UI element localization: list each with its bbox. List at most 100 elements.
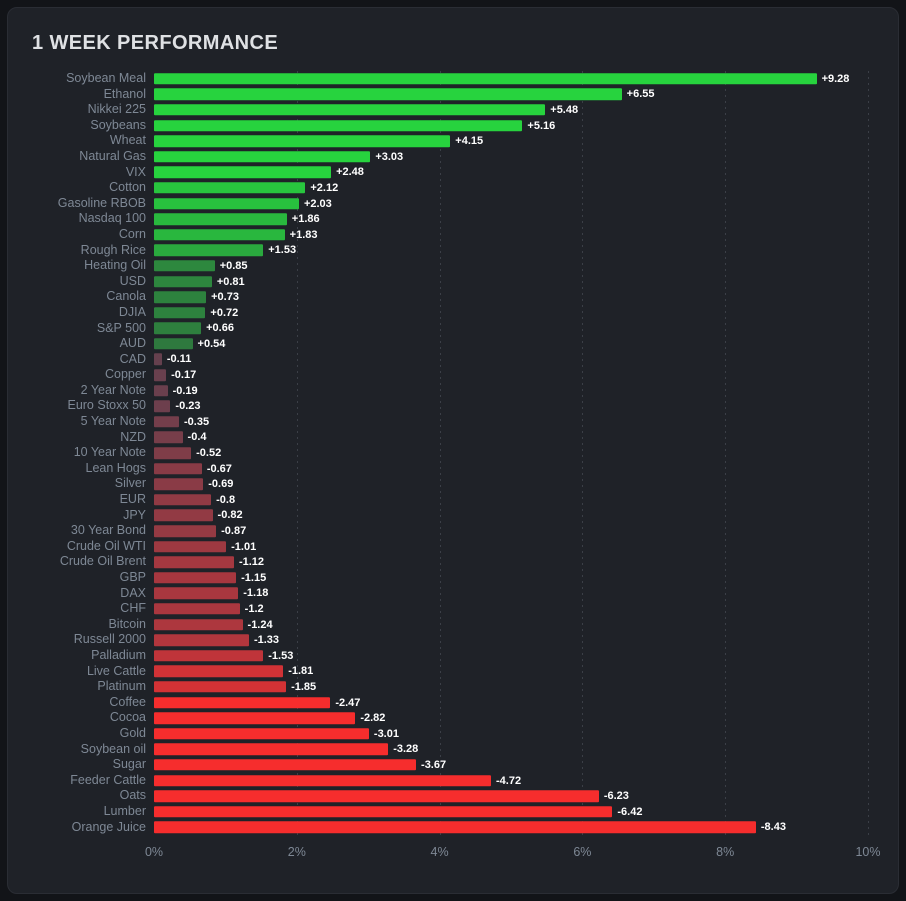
category-label: Crude Oil WTI — [66, 538, 146, 553]
performance-panel: 1 WEEK PERFORMANCE Soybean Meal +9.28 Etha… — [7, 7, 899, 894]
chart-row: Platinum -1.85 — [22, 679, 868, 695]
performance-bar[interactable] — [154, 603, 240, 615]
category-label: 30 Year Bond — [70, 523, 146, 538]
chart-row: Soybean oil -3.28 — [22, 742, 868, 758]
chart-row: Soybeans +5.16 — [22, 118, 868, 134]
category-label: Euro Stoxx 50 — [67, 398, 146, 413]
bar-value-label: +2.48 — [336, 166, 364, 179]
bar-value-label: -8.43 — [760, 821, 786, 834]
category-label: Cocoa — [109, 710, 146, 725]
category-label: VIX — [125, 164, 146, 179]
performance-bar[interactable] — [154, 759, 417, 771]
performance-bar[interactable] — [154, 322, 202, 335]
performance-bar[interactable] — [154, 416, 179, 428]
performance-bar[interactable] — [154, 244, 264, 257]
chart-row: 10 Year Note -0.52 — [22, 445, 868, 461]
chart-row: GBP -1.15 — [22, 570, 868, 586]
performance-bar[interactable] — [154, 135, 451, 147]
category-label: JPY — [123, 507, 146, 522]
performance-bar[interactable] — [154, 572, 237, 584]
performance-bar[interactable] — [154, 228, 285, 241]
performance-bar[interactable] — [154, 197, 299, 210]
performance-bar[interactable] — [154, 634, 249, 646]
performance-bar[interactable] — [154, 431, 183, 444]
performance-bar[interactable] — [154, 774, 491, 787]
bar-value-label: -1.18 — [243, 587, 269, 600]
performance-bar[interactable] — [154, 587, 239, 600]
row-plot: -1.12 — [154, 554, 868, 570]
performance-bar[interactable] — [154, 447, 192, 459]
gridline — [439, 71, 441, 836]
performance-bar[interactable] — [154, 182, 306, 194]
bar-value-label: -1.53 — [268, 649, 294, 662]
x-tick-label: 2% — [287, 845, 306, 860]
category-label: Oats — [119, 788, 146, 803]
bar-value-label: -0.17 — [171, 369, 197, 382]
performance-bar[interactable] — [154, 540, 227, 553]
category-label: 2 Year Note — [80, 382, 146, 397]
performance-bar[interactable] — [154, 727, 369, 740]
chart-row: Feeder Cattle -4.72 — [22, 773, 868, 789]
bar-value-label: -4.72 — [496, 774, 522, 787]
bar-value-label: -3.28 — [393, 743, 419, 756]
row-plot: -1.2 — [154, 601, 868, 617]
performance-bar[interactable] — [154, 462, 202, 475]
chart-row: Cocoa -2.82 — [22, 710, 868, 726]
row-plot: -0.52 — [154, 445, 868, 461]
chart-row: Corn +1.83 — [22, 227, 868, 243]
performance-bar[interactable] — [154, 790, 599, 802]
bar-value-label: +5.48 — [550, 103, 579, 116]
bar-value-label: +3.03 — [375, 150, 404, 163]
performance-bar[interactable] — [154, 805, 613, 818]
chart-row: CHF -1.2 — [22, 601, 868, 617]
performance-bar[interactable] — [154, 306, 206, 319]
category-label: DAX — [120, 585, 146, 600]
performance-bar[interactable] — [154, 73, 817, 85]
performance-bar[interactable] — [154, 509, 213, 522]
performance-bar[interactable] — [154, 104, 546, 116]
category-label: Orange Juice — [71, 819, 146, 834]
performance-bar[interactable] — [154, 478, 204, 490]
performance-bar[interactable] — [154, 696, 331, 709]
row-plot: +1.86 — [154, 211, 868, 227]
performance-bar[interactable] — [154, 556, 234, 568]
performance-bar[interactable] — [154, 665, 284, 678]
row-plot: -0.67 — [154, 461, 868, 477]
performance-bar[interactable] — [154, 88, 622, 101]
bar-value-label: +0.54 — [197, 337, 226, 350]
performance-bar[interactable] — [154, 369, 167, 381]
performance-bar[interactable] — [154, 353, 162, 366]
performance-bar[interactable] — [154, 681, 287, 693]
performance-bar[interactable] — [154, 743, 389, 756]
bar-value-label: -3.67 — [421, 758, 447, 771]
performance-bar[interactable] — [154, 338, 193, 350]
performance-bar[interactable] — [154, 166, 332, 179]
performance-bar[interactable] — [154, 213, 287, 225]
performance-bar[interactable] — [154, 260, 215, 272]
chart-row: Wheat +4.15 — [22, 133, 868, 149]
bar-value-label: -1.33 — [253, 634, 280, 647]
performance-bar[interactable] — [154, 821, 756, 834]
performance-bar[interactable] — [154, 291, 207, 303]
row-plot: -0.19 — [154, 383, 868, 399]
performance-bar[interactable] — [154, 400, 171, 413]
category-label: CHF — [120, 601, 146, 616]
performance-bar[interactable] — [154, 712, 356, 724]
chart-row: Copper -0.17 — [22, 367, 868, 383]
performance-bar[interactable] — [154, 618, 243, 631]
category-label: Cotton — [109, 180, 146, 195]
bar-value-label: -0.67 — [206, 462, 232, 475]
performance-bar[interactable] — [154, 275, 212, 288]
performance-bar[interactable] — [154, 384, 168, 397]
row-plot: +2.03 — [154, 196, 868, 212]
performance-bar[interactable] — [154, 650, 264, 662]
gridline — [725, 71, 727, 836]
category-label: Russell 2000 — [73, 632, 146, 647]
performance-bar[interactable] — [154, 494, 212, 506]
performance-bar[interactable] — [154, 151, 371, 163]
performance-bar[interactable] — [154, 525, 217, 537]
bar-value-label: +4.15 — [455, 135, 484, 148]
performance-bar[interactable] — [154, 119, 523, 132]
row-plot: +0.54 — [154, 336, 868, 352]
row-plot: -0.17 — [154, 367, 868, 383]
